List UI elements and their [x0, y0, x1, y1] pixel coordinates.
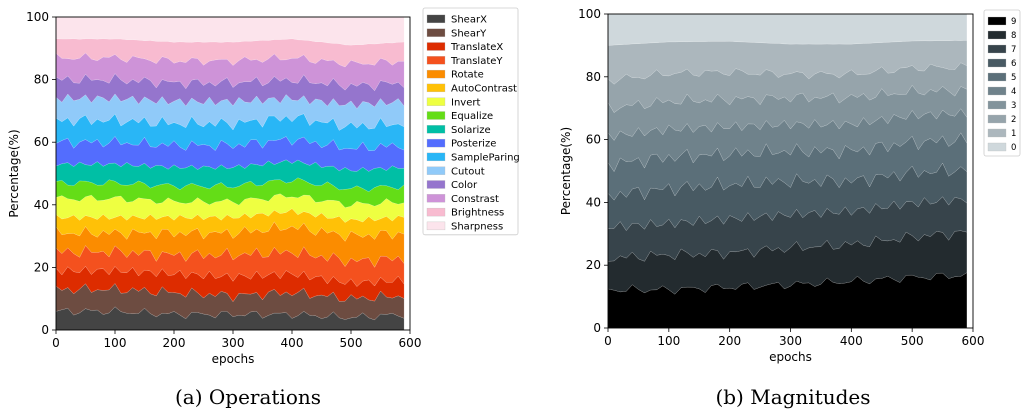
legend-swatch	[426, 28, 446, 37]
legend-swatch	[987, 128, 1007, 138]
y-tick-label: 20	[586, 258, 601, 272]
legend-swatch	[426, 180, 446, 189]
legend-label: 9	[1011, 17, 1016, 27]
legend-label: 6	[1011, 59, 1016, 69]
panel-caption: (a) Operations	[175, 385, 321, 409]
legend-label: 4	[1011, 87, 1016, 97]
x-tick-label: 0	[604, 334, 612, 348]
legend-label: Cutout	[451, 166, 485, 177]
y-axis-label: Percentage(%)	[7, 129, 21, 217]
legend-swatch	[987, 100, 1007, 110]
y-tick-label: 20	[34, 260, 49, 274]
x-tick-label: 500	[340, 336, 363, 350]
magnitudes-panel: 0 100 200 300 400 500 600020406080100epochsPer…	[559, 7, 1021, 409]
operations-panel: 0 100 200 300 400 500 600 0 20 40 60 80 100 epochs Per…	[7, 7, 520, 409]
x-tick-label: 100	[104, 336, 127, 350]
y-tick-label: 60	[34, 135, 49, 149]
legend-swatch	[987, 30, 1007, 40]
x-tick-label: 200	[163, 336, 186, 350]
legend-label: ShearX	[451, 15, 487, 26]
legend-label: 1	[1011, 129, 1016, 139]
legend: ShearX ShearY TranslateX TranslateY Rotate Au…	[422, 7, 520, 236]
x-tick-label: 0	[52, 336, 60, 350]
legend-label: ShearY	[451, 28, 487, 39]
legend-label: Solarize	[451, 125, 491, 136]
legend-label: AutoContrast	[451, 84, 517, 95]
x-tick-label: 100	[657, 334, 680, 348]
y-tick-label: 40	[586, 195, 601, 209]
legend-label: TranslateX	[450, 42, 503, 53]
legend-swatch	[426, 56, 446, 65]
legend-swatch	[426, 207, 446, 217]
legend-swatch	[987, 142, 1007, 152]
legend-swatch	[426, 221, 446, 231]
legend-swatch	[426, 69, 446, 79]
legend-label: 7	[1011, 45, 1016, 55]
legend: 9 8 7 6 5 4 3 2 1 0	[983, 9, 1021, 157]
y-tick-label: 0	[593, 321, 601, 335]
legend-swatch	[426, 138, 446, 148]
legend-label: SampleParing	[451, 153, 520, 164]
area-series-0	[607, 13, 968, 46]
x-axis-label: epochs	[212, 352, 255, 366]
y-tick-label: 80	[586, 70, 601, 84]
x-tick-label: 600	[962, 334, 985, 348]
legend-swatch	[426, 42, 446, 51]
x-tick-label: 300	[779, 334, 802, 348]
legend-swatch	[987, 16, 1007, 26]
legend-label: TranslateY	[450, 56, 503, 67]
x-tick-label: 600	[399, 336, 422, 350]
legend-label: 0	[1011, 143, 1016, 153]
legend-swatch	[987, 114, 1007, 124]
panel-caption: (b) Magnitudes	[715, 385, 870, 409]
legend-swatch	[987, 44, 1007, 54]
x-tick-label: 200	[718, 334, 741, 348]
y-tick-label: 80	[34, 73, 49, 87]
legend-label: Rotate	[451, 70, 484, 81]
x-tick-label: 300	[222, 336, 245, 350]
legend-label: Constrast	[451, 194, 499, 205]
legend-swatch	[426, 83, 446, 93]
y-axis-label: Percentage(%)	[559, 127, 573, 215]
legend-box	[422, 7, 519, 236]
y-tick-label: 0	[41, 323, 49, 337]
x-tick-label: 400	[281, 336, 304, 350]
y-tick-label: 40	[34, 198, 49, 212]
legend-label: Brightness	[451, 208, 504, 219]
legend-swatch	[987, 72, 1007, 82]
x-tick-label: 400	[840, 334, 863, 348]
stacked-areas	[55, 16, 405, 331]
legend-swatch	[426, 125, 446, 134]
legend-swatch	[987, 58, 1007, 68]
y-tick-label: 100	[578, 7, 601, 21]
legend-label: 3	[1011, 101, 1016, 111]
legend-swatch	[426, 194, 446, 203]
y-tick-label: 100	[26, 10, 49, 24]
legend-label: Posterize	[451, 139, 496, 150]
legend-label: 8	[1011, 31, 1016, 41]
legend-label: Color	[451, 180, 478, 191]
x-tick-label: 500	[901, 334, 924, 348]
legend-swatch	[426, 166, 446, 175]
legend-swatch	[426, 111, 446, 120]
legend-label: 5	[1011, 73, 1016, 83]
legend-swatch	[987, 86, 1007, 96]
legend-label: 2	[1011, 115, 1016, 125]
stacked-areas	[607, 13, 968, 329]
legend-label: Invert	[451, 97, 480, 108]
legend-swatch	[426, 14, 446, 24]
legend-label: Sharpness	[451, 222, 503, 233]
x-axis-label: epochs	[769, 350, 812, 364]
y-tick-label: 60	[586, 133, 601, 147]
legend-label: Equalize	[451, 111, 493, 122]
legend-swatch	[426, 97, 446, 106]
legend-swatch	[426, 152, 446, 162]
